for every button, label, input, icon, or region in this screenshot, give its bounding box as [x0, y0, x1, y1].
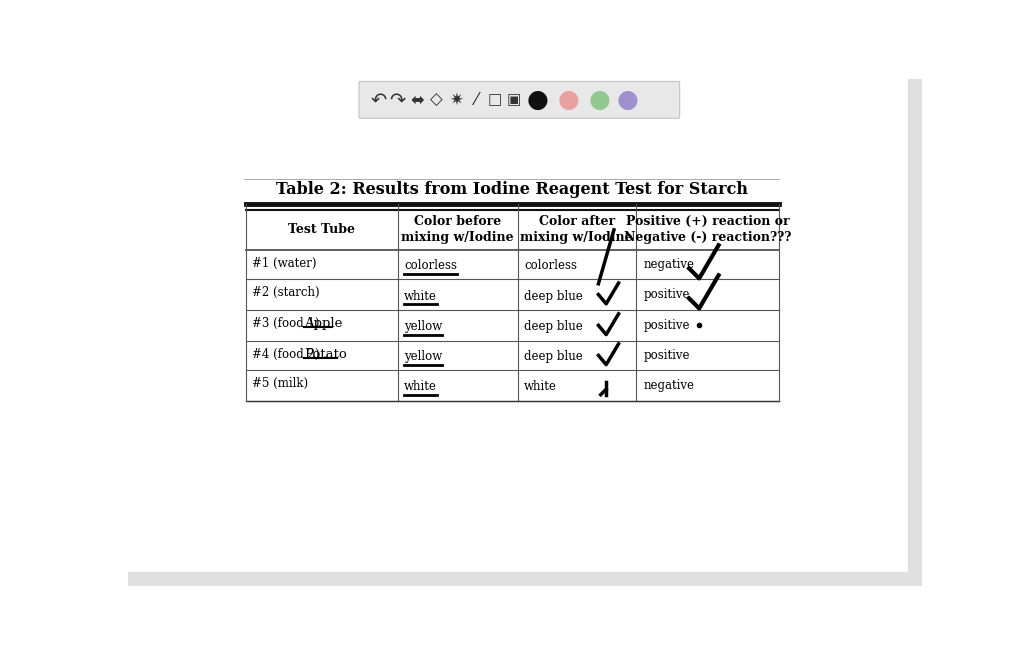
FancyBboxPatch shape: [359, 82, 680, 118]
Text: ⬌: ⬌: [411, 91, 424, 109]
Text: white: white: [403, 290, 437, 303]
Text: deep blue: deep blue: [524, 290, 583, 303]
Text: ◇: ◇: [430, 91, 442, 109]
Text: white: white: [524, 380, 557, 393]
Text: Test Tube: Test Tube: [288, 223, 355, 236]
Text: ●: ●: [616, 88, 639, 112]
Text: Table 2: Results from Iodine Reagent Test for Starch: Table 2: Results from Iodine Reagent Tes…: [276, 180, 749, 197]
Bar: [128, 572, 922, 586]
Text: positive: positive: [643, 288, 690, 301]
Text: #2 (starch): #2 (starch): [252, 286, 319, 299]
Bar: [908, 79, 922, 586]
Text: Color before
mixing w/Iodine: Color before mixing w/Iodine: [401, 215, 514, 244]
Text: Positive (+) reaction or
Negative (-) reaction???: Positive (+) reaction or Negative (-) re…: [624, 215, 791, 244]
Text: colorless: colorless: [524, 259, 578, 272]
Text: Potato: Potato: [304, 347, 347, 361]
Text: Color after
mixing w/Iodine: Color after mixing w/Iodine: [520, 215, 633, 244]
Text: yellow: yellow: [403, 350, 442, 363]
Text: deep blue: deep blue: [524, 350, 583, 363]
Text: ✷: ✷: [449, 91, 463, 109]
Text: ⁄: ⁄: [474, 91, 476, 109]
Text: ↶: ↶: [370, 90, 386, 109]
Text: ●: ●: [588, 88, 610, 112]
Text: yellow: yellow: [403, 320, 442, 334]
Text: ●: ●: [526, 88, 548, 112]
Text: colorless: colorless: [403, 259, 457, 272]
Text: Apple: Apple: [304, 317, 342, 330]
Text: #5 (milk): #5 (milk): [252, 377, 308, 390]
Text: white: white: [403, 380, 437, 393]
Text: positive: positive: [643, 349, 690, 362]
Text: ●: ●: [557, 88, 580, 112]
Text: ▣: ▣: [507, 92, 521, 107]
Text: □: □: [487, 92, 502, 107]
Text: positive: positive: [643, 319, 690, 332]
Text: ↷: ↷: [389, 90, 406, 109]
Text: #1 (water): #1 (water): [252, 257, 316, 270]
Text: deep blue: deep blue: [524, 320, 583, 334]
Text: #3 (food 1): #3 (food 1): [252, 317, 319, 330]
Text: #4 (food 2): #4 (food 2): [252, 347, 319, 361]
Text: negative: negative: [643, 258, 694, 271]
Text: negative: negative: [643, 379, 694, 392]
